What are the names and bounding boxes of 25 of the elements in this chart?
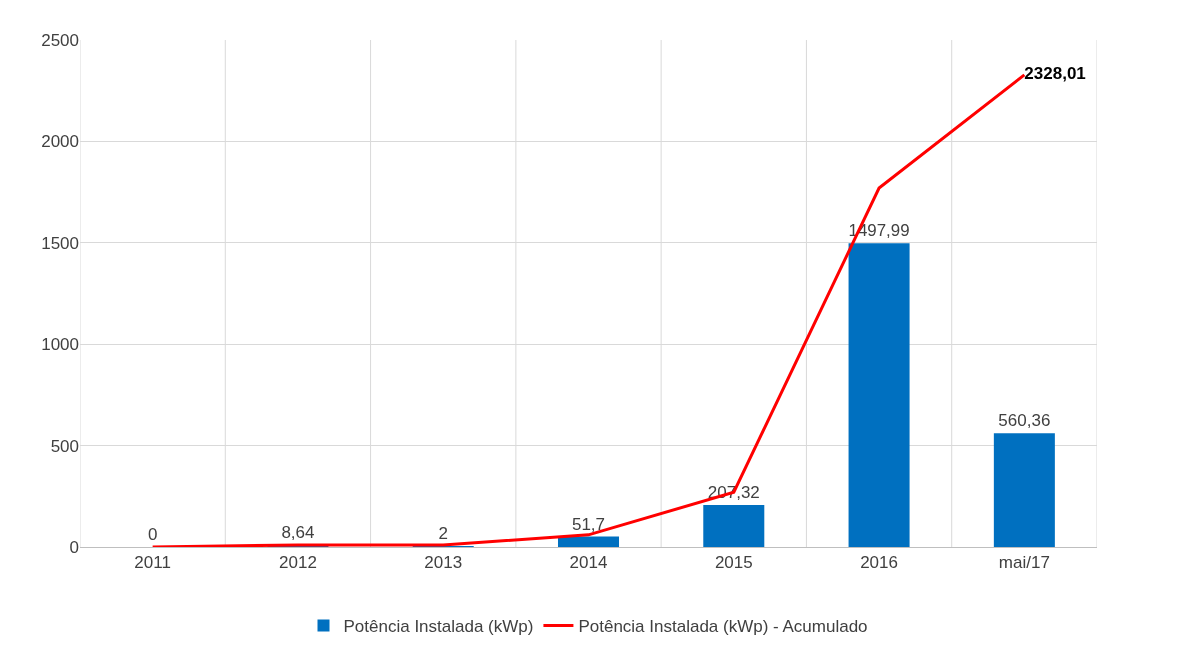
data-label: 2328,01	[1024, 64, 1086, 84]
bar	[848, 243, 910, 547]
x-tick-label: 2015	[714, 553, 753, 573]
bar	[993, 433, 1055, 547]
data-label: 2	[438, 524, 448, 543]
y-tick-label: 500	[50, 436, 79, 456]
y-tick-label: 1500	[41, 233, 79, 253]
bar	[557, 536, 620, 547]
data-label: 51,7	[571, 514, 606, 534]
y-tick-label: 2000	[41, 132, 79, 152]
x-tick-label: 2011	[134, 553, 171, 573]
x-tick-label: 2014	[569, 553, 608, 573]
y-tick-label: 1000	[41, 335, 79, 355]
x-tick-label: mai/17	[998, 553, 1050, 573]
data-label: 0	[147, 525, 158, 544]
data-label: 560,36	[998, 411, 1051, 431]
legend-label: Potência Instalada (kWp) - Acumulado	[578, 617, 868, 637]
data-label: 8,64	[281, 523, 315, 542]
y-tick-label: 2500	[41, 30, 79, 50]
legend-label: Potência Instalada (kWp)	[343, 617, 534, 637]
x-tick-label: 2013	[424, 553, 463, 573]
x-tick-label: 2016	[860, 553, 898, 573]
y-tick-label: 0	[69, 537, 79, 557]
bar	[703, 504, 765, 547]
x-tick-label: 2012	[279, 553, 317, 573]
